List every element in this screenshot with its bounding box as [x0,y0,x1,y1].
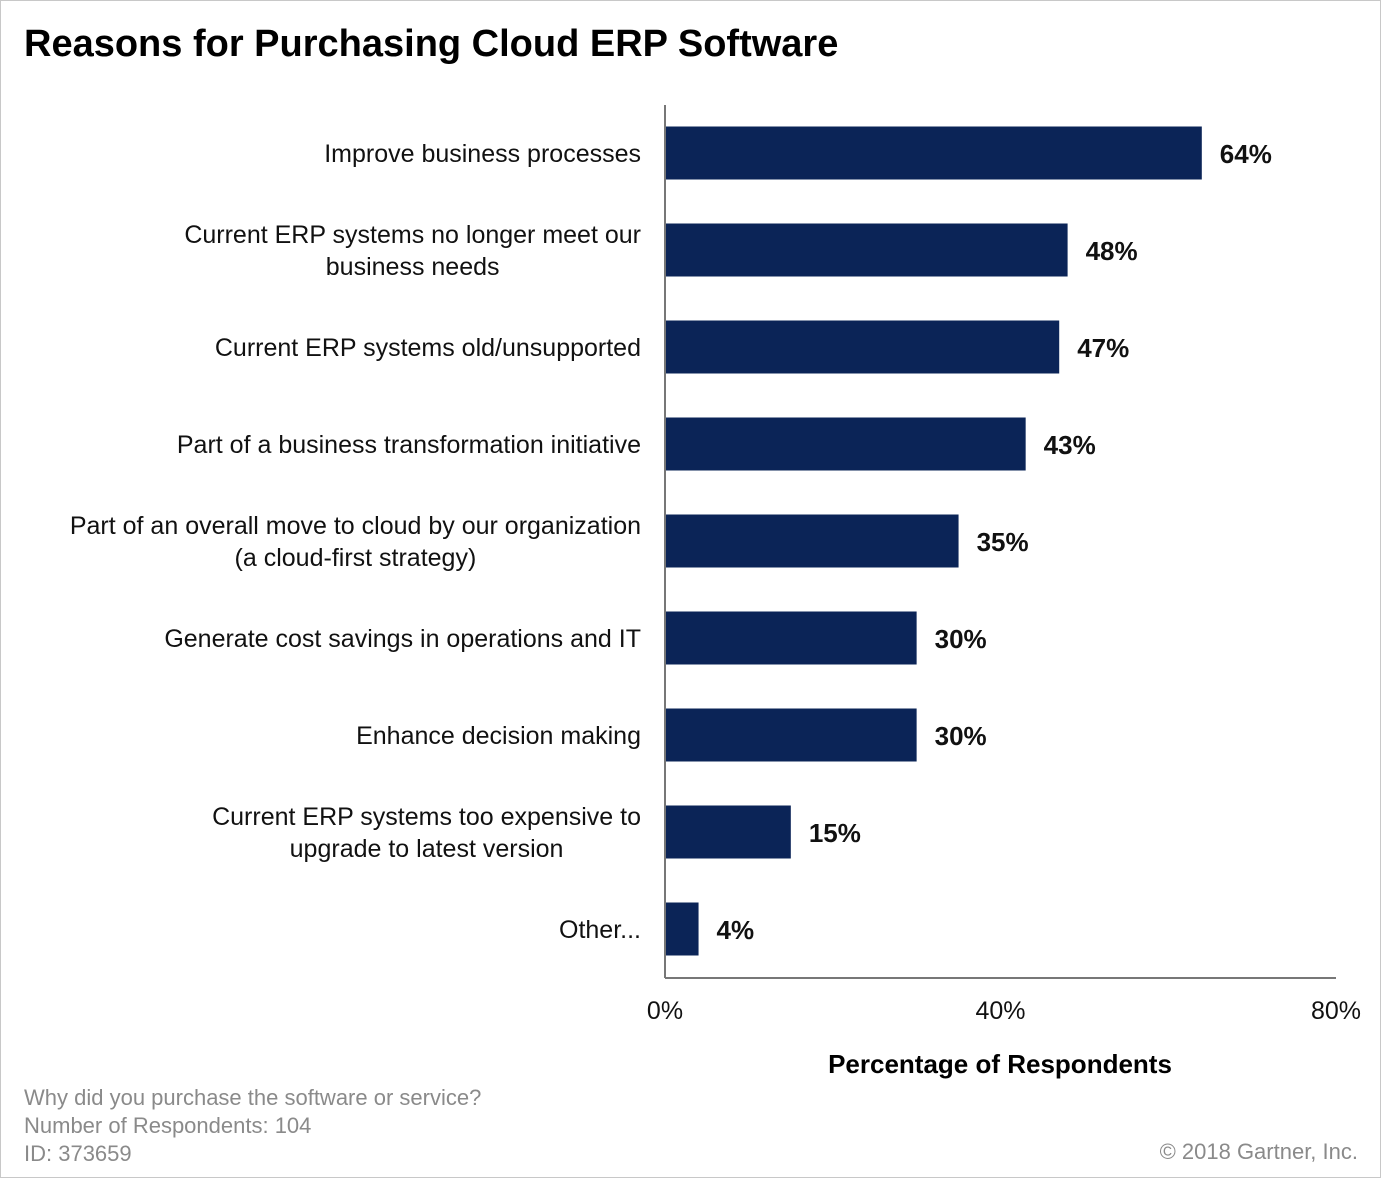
data-label: 30% [935,624,987,654]
copyright: © 2018 Gartner, Inc. [1159,1139,1358,1164]
category-label: Generate cost savings in operations and … [164,625,641,653]
category-label: Other... [559,916,641,944]
footer-question: Why did you purchase the software or ser… [24,1085,482,1110]
data-label: 4% [717,915,755,945]
data-label: 35% [977,527,1029,557]
bar [665,223,1068,277]
x-tick-label: 0% [647,997,683,1025]
footer-respondents: Number of Respondents: 104 [24,1113,312,1138]
category-label: Current ERP systems no longer meet our [184,221,641,249]
data-label: 48% [1086,236,1138,266]
category-label: business needs [326,253,500,281]
category-label: Current ERP systems too expensive to [212,803,641,831]
data-label: 47% [1077,333,1129,363]
x-tick-label: 80% [1311,997,1361,1025]
category-label: Enhance decision making [356,722,641,750]
category-label: Part of an overall move to cloud by our … [70,512,641,540]
bar [665,320,1060,374]
bar [665,417,1026,471]
x-axis-title: Percentage of Respondents [828,1049,1172,1079]
category-label: upgrade to latest version [290,835,564,863]
bar [665,708,917,762]
footer-id: ID: 373659 [24,1141,132,1166]
bar [665,805,791,859]
bar [665,514,959,568]
x-tick-label: 40% [975,997,1025,1025]
data-label: 15% [809,818,861,848]
category-label: (a cloud-first strategy) [235,544,477,572]
data-label: 64% [1220,139,1272,169]
category-label: Part of a business transformation initia… [177,431,641,459]
category-label: Current ERP systems old/unsupported [215,334,641,362]
category-label: Improve business processes [324,140,641,168]
chart-title: Reasons for Purchasing Cloud ERP Softwar… [24,23,839,65]
data-label: 30% [935,721,987,751]
bar [665,902,699,956]
data-label: 43% [1044,430,1096,460]
bar [665,611,917,665]
bar [665,126,1202,180]
